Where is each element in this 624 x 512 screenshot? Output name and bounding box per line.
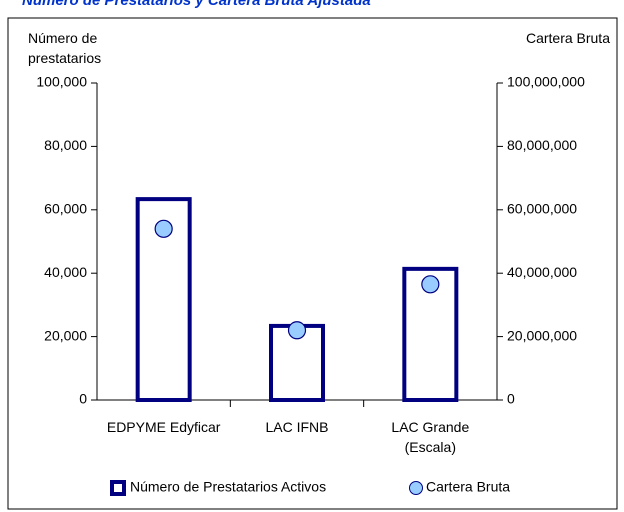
chart-frame xyxy=(7,17,618,510)
y2-tick-label: 40,000,000 xyxy=(507,264,577,280)
y-tick-label: 20,000 xyxy=(44,327,87,343)
y-tick-label: 0 xyxy=(79,391,87,407)
y2-tick-label: 80,000,000 xyxy=(507,137,577,153)
legend-label: Cartera Bruta xyxy=(426,479,510,495)
y-tick-label: 60,000 xyxy=(44,201,87,217)
legend-swatch xyxy=(110,480,126,496)
y-tick-label: 80,000 xyxy=(44,137,87,153)
y-tick-label: 100,000 xyxy=(36,74,87,90)
x-tick-label: EDPYME Edyficar xyxy=(106,419,221,435)
y2-axis-label: Cartera Bruta xyxy=(525,30,610,46)
bar xyxy=(402,266,459,402)
y2-tick-label: 60,000,000 xyxy=(507,201,577,217)
y-axis-label: Número de prestatarios xyxy=(28,30,102,66)
legend-swatch xyxy=(409,481,423,495)
y2-tick-label: 0 xyxy=(507,391,515,407)
y2-tick-label: 100,000,000 xyxy=(507,74,585,90)
y-tick-label: 40,000 xyxy=(44,264,87,280)
point xyxy=(421,275,440,294)
chart-title: Número de Prestatarios y Cartera Bruta A… xyxy=(22,0,371,9)
y2-tick-label: 20,000,000 xyxy=(507,327,577,343)
point xyxy=(287,321,307,340)
x-tick-label: LAC Grande (Escala) xyxy=(391,419,470,455)
legend-label: Número de Prestatarios Activos xyxy=(130,479,326,495)
x-tick-label: LAC IFNB xyxy=(265,419,329,435)
point xyxy=(154,219,173,238)
